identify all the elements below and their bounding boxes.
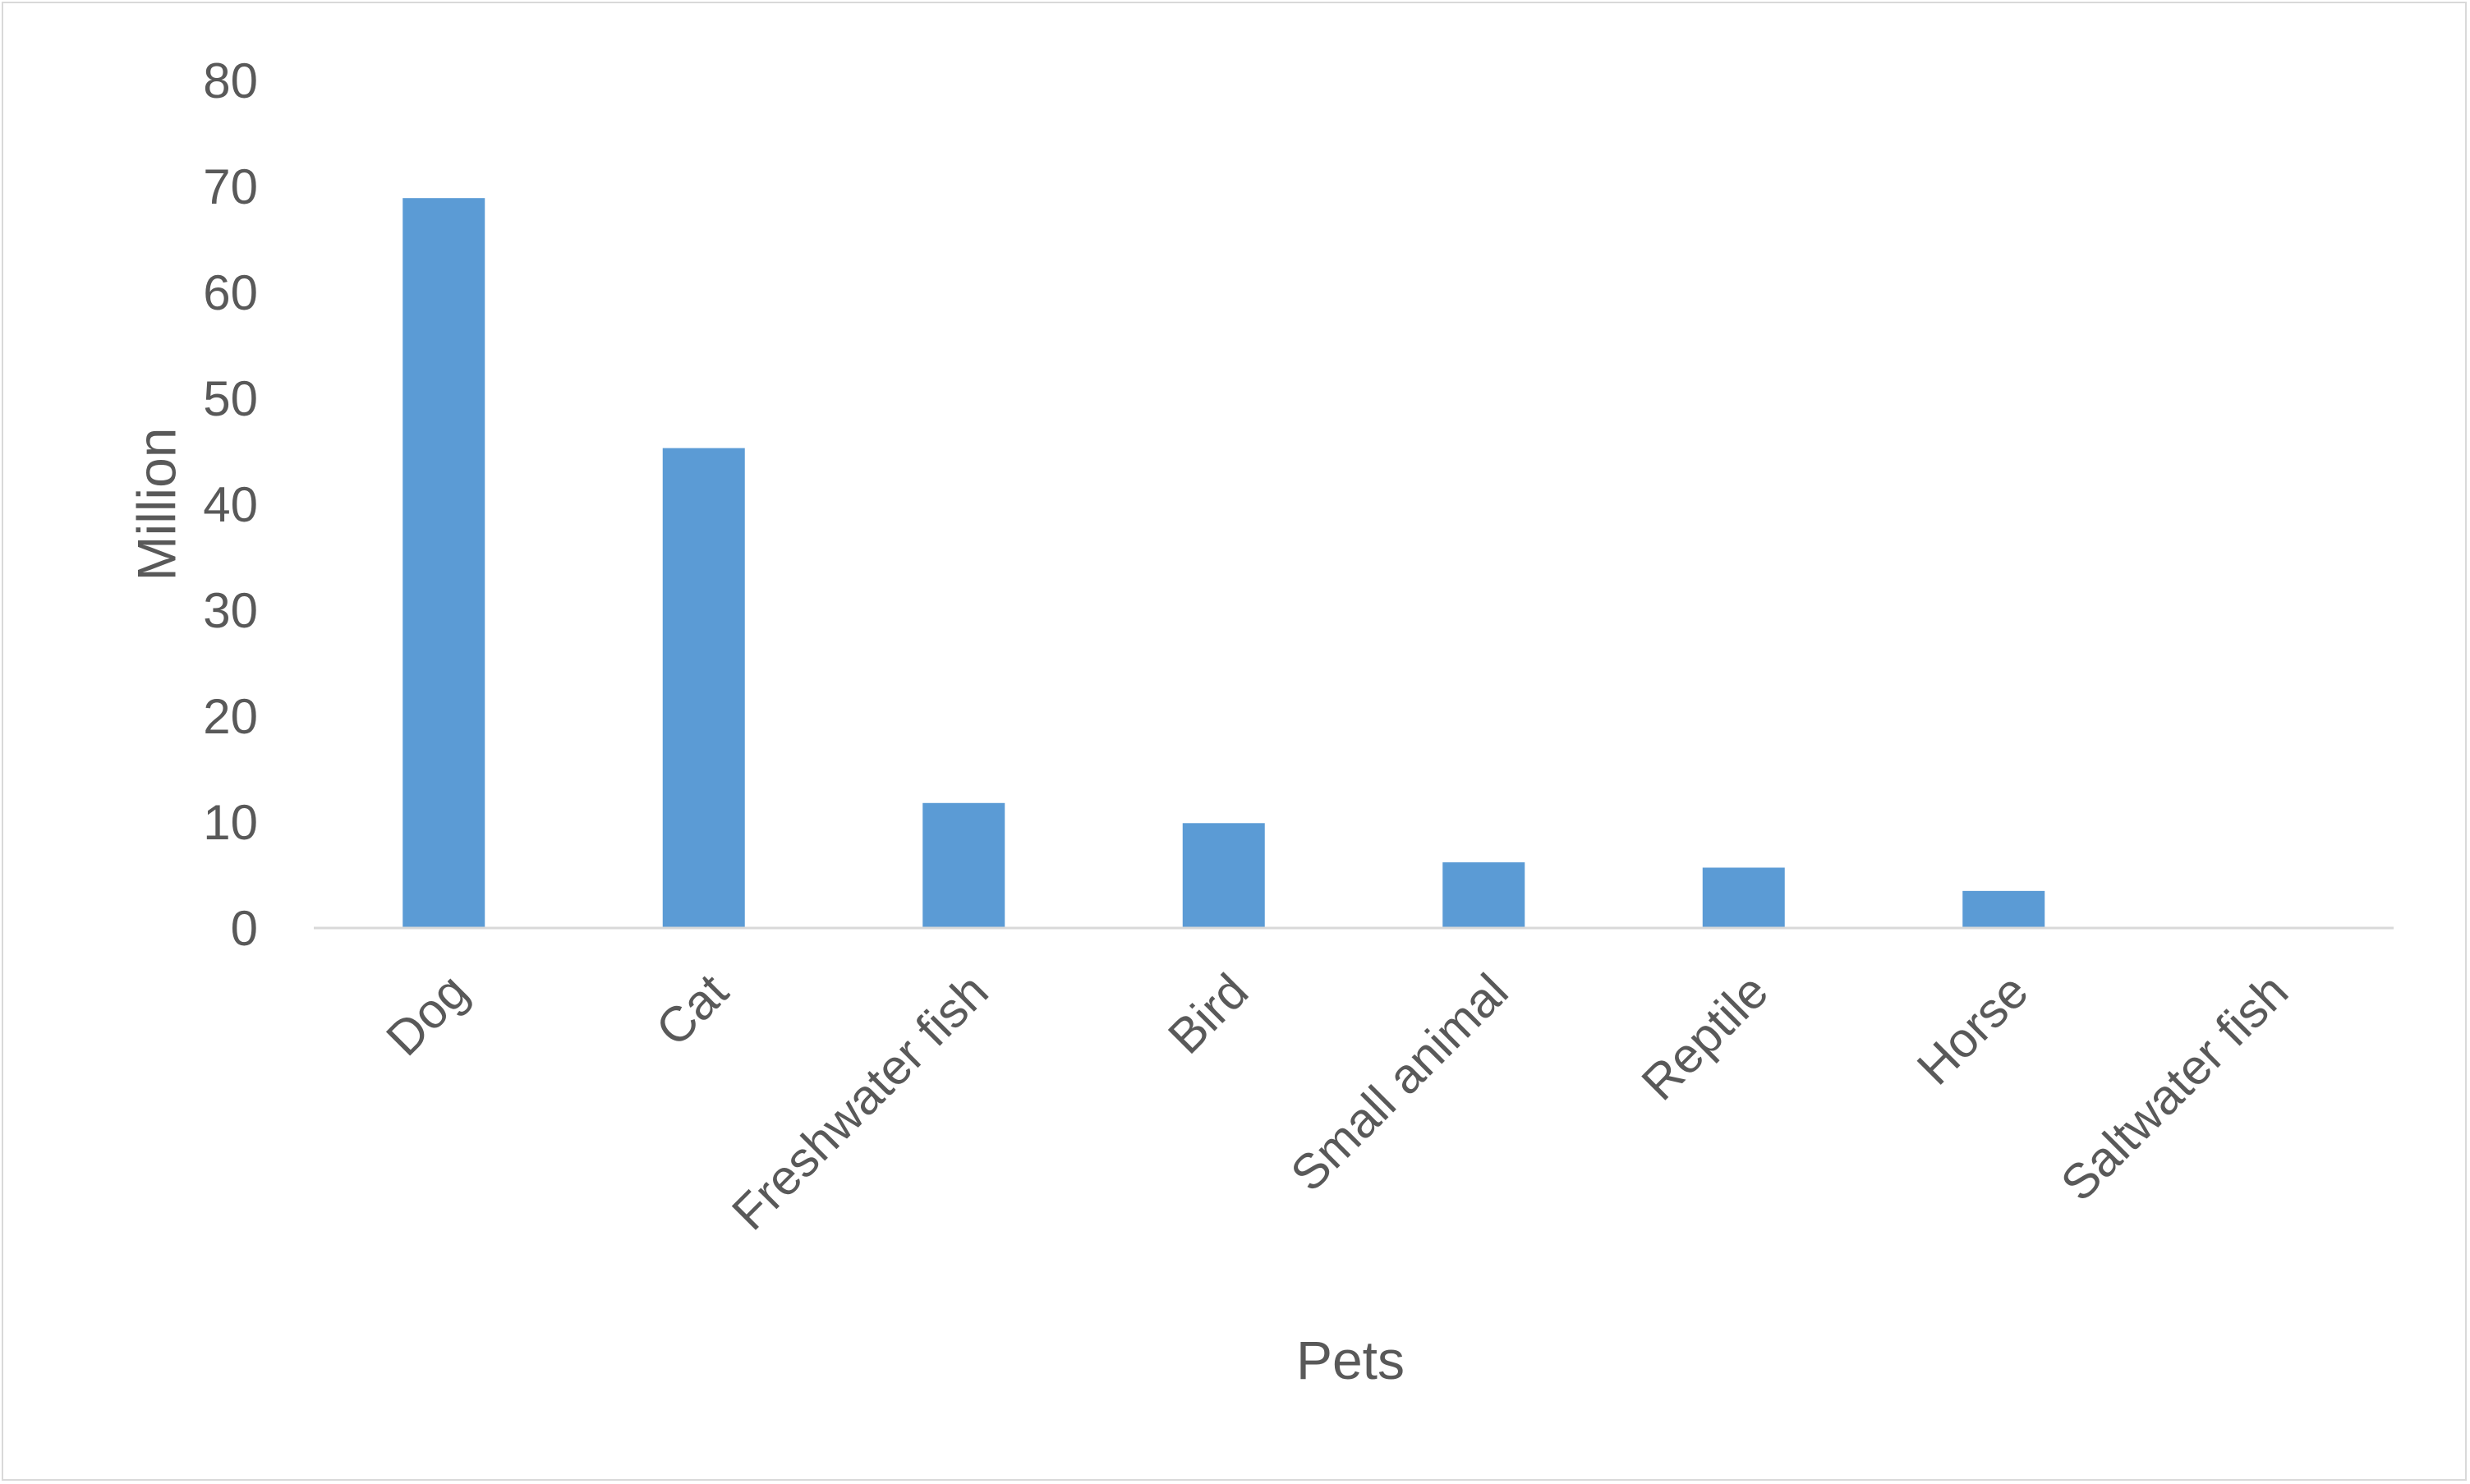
- y-tick-label: 30: [203, 583, 258, 638]
- y-tick-label: 10: [203, 795, 258, 850]
- x-tick-label: Cat: [646, 963, 739, 1057]
- y-tick-labels: 0 10 20 30 40 50 60 70 80: [203, 53, 258, 956]
- x-tick-label: Saltwater fish: [2050, 963, 2298, 1211]
- bar-dog: [402, 198, 485, 928]
- x-tick-label: Reptile: [1631, 963, 1778, 1110]
- bar-small-animal: [1442, 862, 1525, 928]
- y-axis-title: Million: [126, 427, 186, 581]
- x-axis-title: Pets: [1296, 1330, 1405, 1390]
- y-tick-label: 40: [203, 477, 258, 532]
- y-tick-label: 70: [203, 159, 258, 214]
- x-tick-label: Horse: [1907, 963, 2039, 1096]
- x-tick-label: Freshwater fish: [721, 963, 998, 1240]
- y-tick-label: 0: [231, 901, 258, 956]
- bar-reptile: [1702, 867, 1785, 928]
- y-tick-label: 50: [203, 371, 258, 426]
- x-tick-label: Dog: [375, 963, 478, 1066]
- y-tick-label: 80: [203, 53, 258, 108]
- bar-freshwater-fish: [922, 802, 1005, 928]
- y-tick-label: 60: [203, 265, 258, 320]
- bar-bird: [1182, 823, 1265, 928]
- y-tick-label: 20: [203, 689, 258, 744]
- bar-horse: [1962, 890, 2045, 928]
- x-tick-label: Bird: [1157, 963, 1258, 1064]
- bars-group: [402, 198, 2045, 928]
- bar-cat: [662, 448, 745, 928]
- x-tick-label: Small animal: [1280, 963, 1518, 1201]
